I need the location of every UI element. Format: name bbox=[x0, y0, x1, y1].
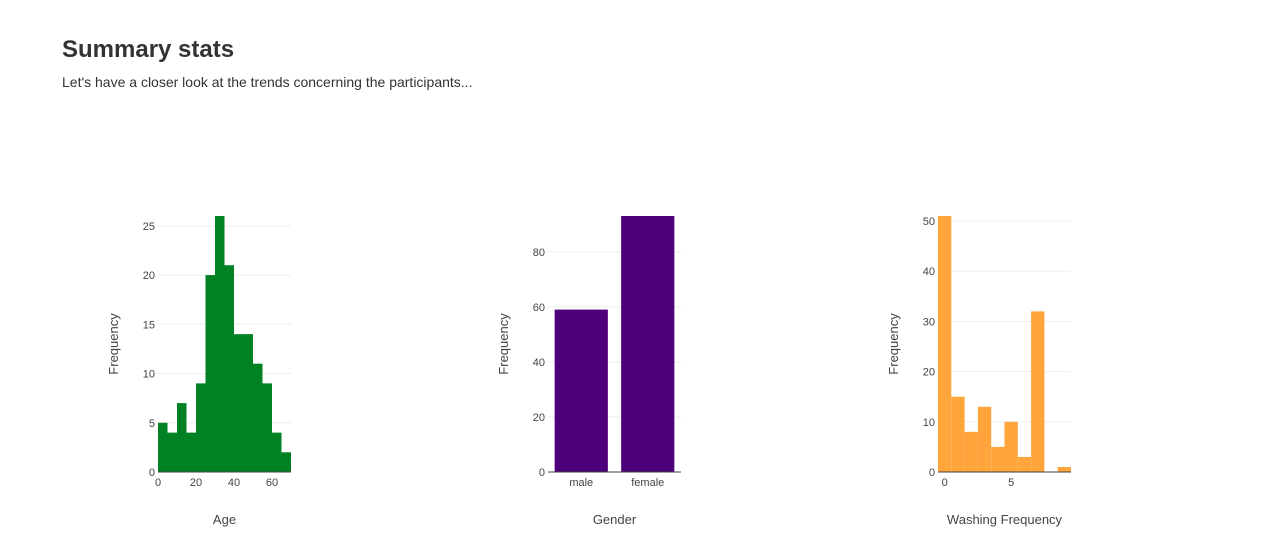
y-tick-label: 0 bbox=[149, 467, 155, 479]
y-tick-label: 80 bbox=[533, 247, 545, 259]
histogram-bar bbox=[938, 216, 952, 472]
x-tick-label: male bbox=[569, 477, 593, 489]
gender-bar-chart: male female 0 20 40 60 80 Gender Frequency bbox=[490, 200, 790, 540]
age-histogram-svg: 0 5 10 15 20 25 0 20 40 60 Age Frequency bbox=[106, 216, 291, 527]
bar-male bbox=[554, 309, 608, 472]
x-axis-title: Washing Frequency bbox=[947, 512, 1063, 527]
histogram-bar bbox=[224, 265, 234, 472]
histogram-bar bbox=[1017, 456, 1032, 472]
x-tick-label: 0 bbox=[155, 477, 161, 489]
histogram-bar bbox=[205, 275, 215, 472]
histogram-bar bbox=[1004, 421, 1018, 472]
histogram-bar bbox=[196, 383, 206, 472]
header: Summary stats Let's have a closer look a… bbox=[62, 36, 472, 90]
y-tick-label: 10 bbox=[923, 417, 935, 429]
histogram-bar bbox=[1031, 311, 1045, 472]
y-tick-label: 20 bbox=[533, 412, 545, 424]
histogram-bar bbox=[991, 446, 1005, 472]
y-tick-label: 5 bbox=[149, 418, 155, 430]
x-tick-label: 0 bbox=[942, 477, 948, 489]
washing-frequency-histogram-svg: 0 10 20 30 40 50 0 5 Washing Frequency Frequency bbox=[886, 216, 1071, 527]
gridlines bbox=[938, 220, 1071, 423]
bar-female bbox=[621, 216, 675, 472]
x-axis-title: Age bbox=[213, 512, 236, 527]
gender-bar-chart-svg: male female 0 20 40 60 80 Gender Frequency bbox=[496, 216, 681, 527]
histogram-bar bbox=[243, 334, 253, 472]
histogram-bar bbox=[272, 432, 282, 472]
histogram-bar bbox=[234, 334, 244, 472]
histogram-bar bbox=[281, 452, 291, 472]
y-axis-title: Frequency bbox=[496, 313, 511, 375]
histogram-bar bbox=[177, 403, 187, 472]
y-tick-label: 20 bbox=[143, 270, 155, 282]
y-tick-label: 40 bbox=[533, 357, 545, 369]
y-tick-label: 15 bbox=[143, 319, 155, 331]
y-tick-label: 30 bbox=[923, 316, 935, 328]
age-histogram: 0 5 10 15 20 25 0 20 40 60 Age Frequency bbox=[100, 200, 400, 540]
histogram-bar bbox=[262, 383, 272, 472]
page-title: Summary stats bbox=[62, 36, 235, 63]
x-tick-label: female bbox=[631, 477, 664, 489]
bars bbox=[938, 216, 1071, 472]
histogram-bar bbox=[167, 432, 177, 472]
x-tick-label: 5 bbox=[1008, 477, 1014, 489]
y-tick-label: 0 bbox=[539, 467, 545, 479]
y-tick-label: 50 bbox=[923, 216, 935, 228]
y-tick-label: 25 bbox=[143, 221, 155, 233]
y-tick-label: 40 bbox=[923, 266, 935, 278]
page-subtitle: Let's have a closer look at the trends c… bbox=[62, 74, 473, 90]
histogram-bar bbox=[215, 216, 225, 472]
histogram-bar bbox=[951, 396, 965, 472]
y-tick-label: 20 bbox=[923, 367, 935, 379]
x-axis-title: Gender bbox=[593, 512, 637, 527]
washing-frequency-histogram: 0 10 20 30 40 50 0 5 Washing Frequency Frequency bbox=[880, 200, 1180, 540]
y-tick-label: 0 bbox=[929, 467, 935, 479]
histogram-bar bbox=[1057, 466, 1071, 472]
x-tick-label: 20 bbox=[190, 477, 202, 489]
y-axis-title: Frequency bbox=[886, 313, 901, 375]
histogram-bar bbox=[186, 432, 196, 472]
histogram-bar bbox=[253, 363, 263, 472]
histogram-bar bbox=[977, 406, 992, 472]
histogram-bar bbox=[158, 422, 168, 472]
x-tick-label: 60 bbox=[266, 477, 278, 489]
y-tick-label: 60 bbox=[533, 302, 545, 314]
bars bbox=[158, 216, 291, 472]
histogram-bar bbox=[964, 431, 978, 472]
x-tick-label: 40 bbox=[228, 477, 240, 489]
bars bbox=[554, 216, 675, 472]
y-axis-title: Frequency bbox=[106, 313, 121, 375]
y-tick-label: 10 bbox=[143, 369, 155, 381]
